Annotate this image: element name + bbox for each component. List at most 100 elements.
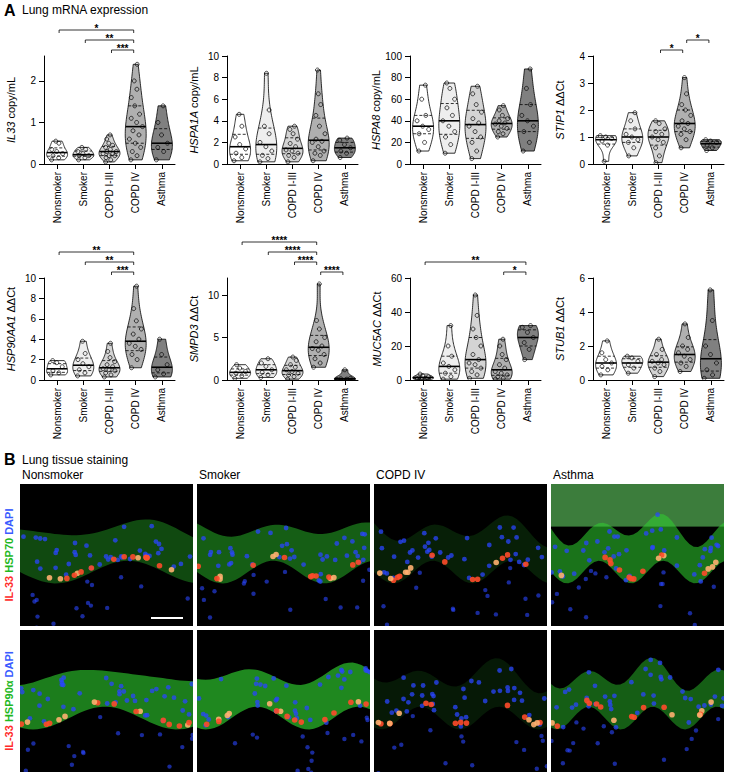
svg-text:60: 60: [391, 273, 403, 284]
svg-text:10: 10: [208, 290, 220, 301]
svg-text:0: 0: [396, 375, 402, 386]
svg-text:ΔΔCt: ΔΔCt: [5, 287, 17, 313]
svg-text:Smoker: Smoker: [444, 387, 455, 422]
svg-text:Smoker: Smoker: [78, 387, 89, 422]
svg-text:10: 10: [25, 273, 37, 284]
svg-text:20: 20: [391, 137, 403, 148]
svg-text:ΔΔCt: ΔΔCt: [371, 291, 383, 317]
svg-text:Smoker: Smoker: [199, 468, 240, 482]
svg-text:*: *: [94, 23, 98, 34]
svg-text:Nonsmoker: Nonsmoker: [601, 387, 612, 439]
svg-text:0: 0: [213, 375, 219, 386]
svg-text:COPD IV: COPD IV: [496, 172, 507, 213]
svg-text:Nonsmoker: Nonsmoker: [52, 171, 63, 223]
svg-text:Smoker: Smoker: [627, 171, 638, 206]
svg-text:Smoker: Smoker: [444, 171, 455, 206]
svg-text:Smoker: Smoker: [261, 171, 272, 206]
svg-text:COPD I-III: COPD I-III: [653, 172, 664, 218]
svg-text:STUB1: STUB1: [554, 326, 566, 361]
svg-text:0: 0: [579, 375, 585, 386]
svg-text:8: 8: [30, 293, 36, 304]
svg-text:Asthma: Asthma: [156, 172, 167, 206]
svg-text:COPD I-III: COPD I-III: [287, 388, 298, 434]
svg-text:Nonsmoker: Nonsmoker: [235, 171, 246, 223]
svg-text:Smoker: Smoker: [78, 171, 89, 206]
svg-text:80: 80: [391, 72, 403, 83]
svg-text:**: **: [106, 33, 114, 44]
svg-text:COPD I-III: COPD I-III: [470, 388, 481, 434]
svg-text:HSPA8: HSPA8: [370, 114, 382, 150]
svg-text:COPD I-III: COPD I-III: [287, 172, 298, 218]
svg-text:**: **: [93, 245, 101, 256]
svg-text:Asthma: Asthma: [156, 388, 167, 422]
svg-text:ΔΔCt: ΔΔCt: [554, 80, 566, 106]
svg-text:Asthma: Asthma: [705, 172, 716, 206]
svg-text:0: 0: [213, 159, 219, 170]
svg-text:COPD I-III: COPD I-III: [653, 388, 664, 434]
svg-text:6: 6: [579, 273, 585, 284]
svg-text:Asthma: Asthma: [705, 388, 716, 422]
svg-text:1: 1: [30, 117, 36, 128]
svg-text:COPD I-III: COPD I-III: [104, 172, 115, 218]
svg-text:5: 5: [213, 332, 219, 343]
svg-text:8: 8: [213, 72, 219, 83]
svg-text:4: 4: [579, 51, 585, 62]
svg-text:***: ***: [117, 265, 129, 276]
svg-text:copy/mL: copy/mL: [5, 77, 17, 119]
svg-text:MUC5AC: MUC5AC: [371, 320, 383, 367]
svg-text:Asthma: Asthma: [339, 172, 350, 206]
svg-text:Nonsmoker: Nonsmoker: [601, 171, 612, 223]
svg-text:4: 4: [213, 115, 219, 126]
svg-text:6: 6: [213, 94, 219, 105]
svg-text:B: B: [4, 451, 16, 468]
svg-text:0: 0: [579, 159, 585, 170]
svg-text:COPD IV: COPD IV: [496, 388, 507, 429]
svg-text:IL-33 HSP70 DAPI: IL-33 HSP70 DAPI: [3, 509, 15, 602]
svg-text:****: ****: [324, 265, 340, 276]
svg-text:4: 4: [579, 307, 585, 318]
svg-text:ΔΔCt: ΔΔCt: [554, 297, 566, 323]
svg-text:**: **: [106, 255, 114, 266]
svg-text:COPD IV: COPD IV: [130, 388, 141, 429]
svg-text:copy/mL: copy/mL: [370, 70, 382, 112]
svg-text:****: ****: [298, 255, 314, 266]
svg-text:60: 60: [391, 94, 403, 105]
svg-text:COPD IV: COPD IV: [679, 172, 690, 213]
svg-text:COPD IV: COPD IV: [313, 172, 324, 213]
svg-text:4: 4: [30, 334, 36, 345]
svg-text:STIP1: STIP1: [554, 109, 566, 140]
svg-text:2: 2: [213, 137, 219, 148]
svg-text:*: *: [696, 33, 700, 44]
svg-text:copy/mL: copy/mL: [188, 66, 200, 108]
svg-text:10: 10: [208, 51, 220, 62]
svg-text:2: 2: [30, 354, 36, 365]
svg-text:Nonsmoker: Nonsmoker: [418, 387, 429, 439]
svg-text:100: 100: [385, 51, 402, 62]
svg-text:Asthma: Asthma: [522, 172, 533, 206]
svg-text:1: 1: [579, 132, 585, 143]
svg-text:HSP90AA1: HSP90AA1: [5, 316, 17, 372]
svg-text:Nonsmoker: Nonsmoker: [22, 468, 83, 482]
svg-text:A: A: [4, 2, 16, 19]
svg-text:**: **: [472, 255, 480, 266]
svg-text:3: 3: [579, 78, 585, 89]
svg-text:COPD IV: COPD IV: [376, 468, 425, 482]
svg-text:COPD IV: COPD IV: [130, 172, 141, 213]
svg-text:20: 20: [391, 341, 403, 352]
svg-text:IL-33 HSP90α DAPI: IL-33 HSP90α DAPI: [3, 651, 15, 751]
svg-text:COPD I-III: COPD I-III: [104, 388, 115, 434]
svg-text:0: 0: [30, 375, 36, 386]
svg-text:2: 2: [579, 105, 585, 116]
svg-text:***: ***: [117, 43, 129, 54]
svg-text:*: *: [513, 265, 517, 276]
svg-text:Lung tissue staining: Lung tissue staining: [22, 453, 128, 467]
svg-text:COPD I-III: COPD I-III: [470, 172, 481, 218]
svg-text:Lung mRNA expression: Lung mRNA expression: [22, 3, 148, 17]
svg-text:Smoker: Smoker: [627, 387, 638, 422]
svg-text:Asthma: Asthma: [522, 388, 533, 422]
svg-text:2: 2: [30, 75, 36, 86]
svg-text:2: 2: [579, 341, 585, 352]
svg-text:6: 6: [30, 313, 36, 324]
svg-text:IL33: IL33: [5, 121, 17, 143]
svg-text:COPD IV: COPD IV: [679, 388, 690, 429]
